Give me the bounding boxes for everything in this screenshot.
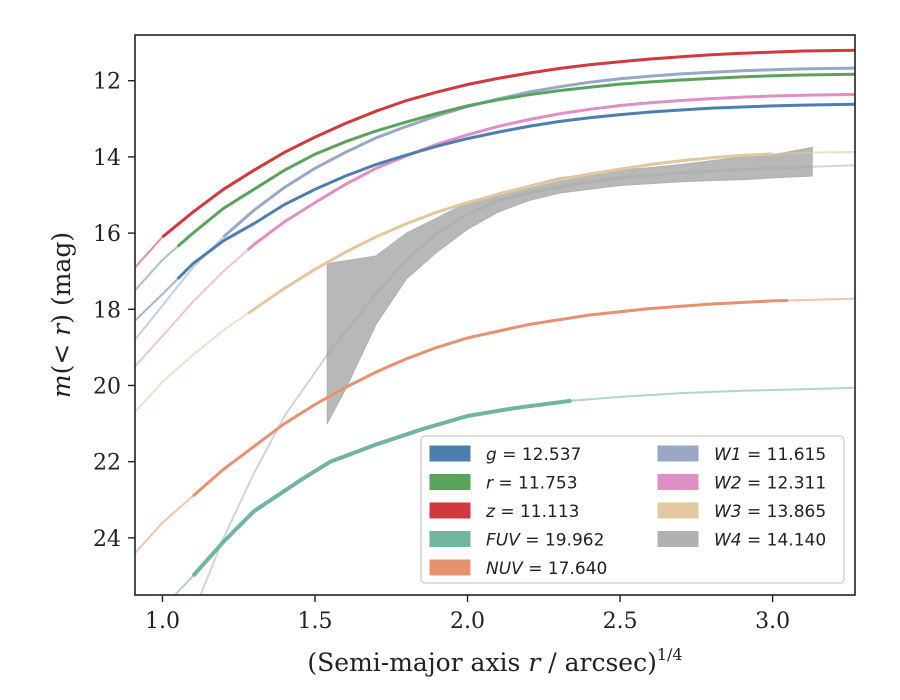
x-axis: 1.0 1.5 2.0 2.5 3.0 bbox=[145, 595, 790, 634]
legend-swatch bbox=[429, 502, 471, 519]
x-axis-title: (Semi-major axis r / arcsec)1/4 bbox=[307, 645, 682, 677]
series-w1-line bbox=[222, 66, 855, 239]
legend-entry-w4: W4 = 14.140 bbox=[657, 531, 826, 551]
series-layer bbox=[135, 48, 855, 595]
legend-label: W2 = 12.311 bbox=[714, 474, 826, 494]
legend-label: W4 = 14.140 bbox=[714, 531, 826, 551]
legend-swatch bbox=[657, 445, 699, 462]
series-fuv-line bbox=[191, 398, 572, 578]
y-tick-label: 18 bbox=[93, 298, 121, 323]
legend-swatch bbox=[429, 445, 471, 462]
series-w2-line bbox=[246, 92, 855, 252]
legend-entry-w1: W1 = 11.615 bbox=[657, 445, 826, 465]
series-nuv bbox=[135, 297, 855, 554]
y-axis: 12 14 16 18 20 22 24 bbox=[93, 70, 135, 552]
legend-label: r = 11.753 bbox=[486, 474, 578, 494]
plot-frame bbox=[134, 34, 856, 596]
legend-box bbox=[420, 435, 845, 584]
legend-entry-w3: W3 = 13.865 bbox=[657, 502, 826, 522]
legend-entry-w2: W2 = 12.311 bbox=[657, 474, 826, 494]
y-tick-label: 16 bbox=[93, 222, 121, 247]
series-w3 bbox=[135, 151, 855, 413]
legend: g = 12.537 r = 11.753 z = 11.113 FUV = 19.9… bbox=[420, 435, 845, 584]
legend-swatch bbox=[429, 531, 471, 547]
legend-label: FUV = 19.962 bbox=[486, 531, 604, 551]
x-tick-label: 1.5 bbox=[298, 609, 333, 634]
y-tick-label: 14 bbox=[93, 146, 121, 171]
y-tick-label: 12 bbox=[93, 70, 121, 95]
series-w3-line bbox=[247, 152, 773, 315]
x-tick-label: 2.0 bbox=[450, 609, 485, 634]
series-w4-band bbox=[326, 146, 813, 424]
series-w4-line bbox=[326, 165, 813, 356]
series-nuv-line bbox=[192, 299, 788, 498]
series-r bbox=[135, 72, 855, 291]
series-g bbox=[135, 102, 855, 322]
series-z bbox=[135, 48, 855, 269]
x-tick-label: 2.5 bbox=[603, 609, 638, 634]
legend-label: NUV = 17.640 bbox=[486, 559, 607, 579]
legend-entry-z: z = 11.113 bbox=[429, 502, 579, 522]
y-tick-label: 24 bbox=[93, 527, 121, 552]
y-axis-title: m(< r) (mag) bbox=[47, 232, 76, 398]
series-w2 bbox=[135, 92, 855, 368]
series-fuv bbox=[173, 386, 855, 595]
x-tick-label: 1.0 bbox=[145, 609, 180, 634]
legend-label: W3 = 13.865 bbox=[714, 502, 826, 522]
legend-label: z = 11.113 bbox=[485, 502, 579, 522]
y-tick-label: 22 bbox=[93, 451, 121, 476]
series-g-line bbox=[176, 102, 855, 280]
legend-swatch bbox=[429, 559, 471, 576]
legend-swatch bbox=[657, 531, 699, 547]
legend-label: W1 = 11.615 bbox=[714, 445, 826, 465]
y-tick-label: 20 bbox=[93, 374, 121, 399]
legend-entry-nuv: NUV = 17.640 bbox=[429, 559, 607, 579]
legend-entry-fuv: FUV = 19.962 bbox=[429, 531, 604, 551]
legend-label: g = 12.537 bbox=[486, 445, 581, 465]
legend-swatch bbox=[657, 474, 699, 490]
series-z-line bbox=[161, 48, 855, 239]
series-r-line bbox=[176, 72, 855, 248]
legend-entry-g: g = 12.537 bbox=[429, 445, 581, 465]
series-w3-faint-line bbox=[135, 151, 855, 413]
x-tick-label: 3.0 bbox=[755, 609, 790, 634]
legend-swatch bbox=[429, 474, 471, 490]
legend-entry-r: r = 11.753 bbox=[429, 474, 578, 494]
legend-swatch bbox=[657, 502, 699, 519]
